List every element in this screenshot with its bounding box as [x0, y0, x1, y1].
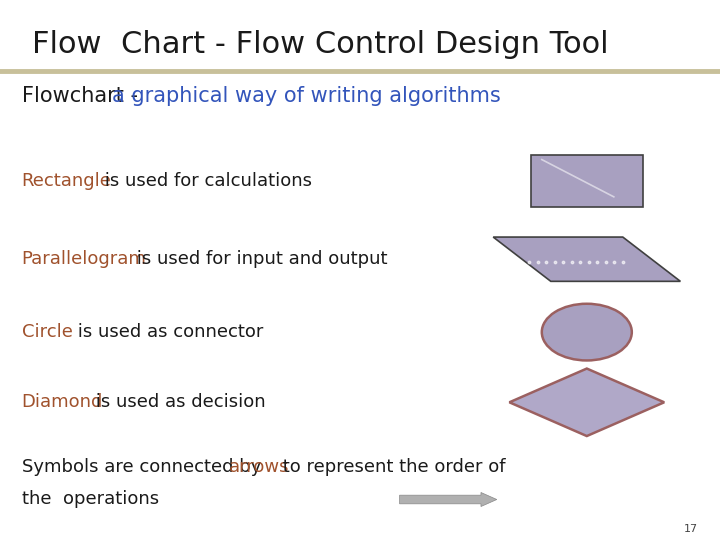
Text: Flow  Chart - Flow Control Design Tool: Flow Chart - Flow Control Design Tool [32, 30, 609, 59]
Text: the  operations: the operations [22, 490, 158, 509]
Text: is used for calculations: is used for calculations [99, 172, 312, 190]
Text: Symbols are connected by: Symbols are connected by [22, 458, 266, 476]
Text: to represent the order of: to represent the order of [277, 458, 505, 476]
Text: is used as decision: is used as decision [90, 393, 266, 411]
Text: Rectangle: Rectangle [22, 172, 112, 190]
Text: Flowchart -: Flowchart - [22, 86, 144, 106]
Polygon shape [493, 237, 680, 281]
Text: a graphical way of writing algorithms: a graphical way of writing algorithms [112, 86, 500, 106]
Text: Circle: Circle [22, 323, 73, 341]
Text: is used as connector: is used as connector [72, 323, 264, 341]
Text: Parallelogram: Parallelogram [22, 250, 146, 268]
FancyArrow shape [400, 492, 497, 507]
Text: Diamond: Diamond [22, 393, 103, 411]
Text: 17: 17 [684, 523, 698, 534]
Text: is used for input and output: is used for input and output [131, 250, 387, 268]
Polygon shape [509, 368, 665, 436]
Ellipse shape [541, 303, 632, 361]
Bar [531, 156, 643, 206]
Text: arrows: arrows [229, 458, 289, 476]
